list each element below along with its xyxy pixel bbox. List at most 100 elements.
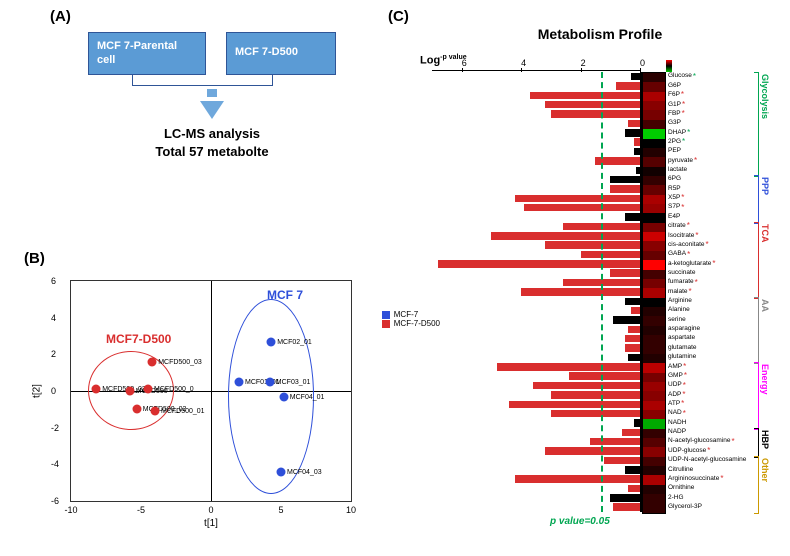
- scatter-point: [265, 377, 274, 386]
- heatmap-cell: [643, 447, 665, 456]
- scatter-point: [132, 405, 141, 414]
- heatmap-cell: [643, 288, 665, 297]
- metabolite-label: NADH: [668, 418, 758, 427]
- log-bar-row: [432, 259, 640, 268]
- heatmap-cell: [643, 475, 665, 484]
- log-bar-row: [432, 306, 640, 315]
- metabolite-label: G3P: [668, 119, 758, 128]
- scatter-point: [277, 467, 286, 476]
- log-bar-row: [432, 297, 640, 306]
- log-tick: 0: [640, 58, 645, 68]
- log-bar: [569, 372, 640, 379]
- pathway-bracket: [754, 428, 759, 458]
- log-bar-row: [432, 119, 640, 128]
- log-bar-row: [432, 362, 640, 371]
- metabolite-label: serine: [668, 315, 758, 324]
- metabolite-label: aspartate: [668, 334, 758, 343]
- metabolite-label: NADP: [668, 428, 758, 437]
- log-bar-row: [432, 194, 640, 203]
- log-bar-row: [432, 334, 640, 343]
- pvalue-dashed-line: [601, 72, 603, 512]
- heatmap-legend-icon: [666, 60, 672, 72]
- log-bar: [610, 185, 640, 192]
- x-tick: 0: [208, 505, 213, 515]
- heatmap-cell: [643, 204, 665, 213]
- metabolite-label: glutamate: [668, 343, 758, 352]
- pathway-label: Energy: [760, 364, 770, 426]
- heatmap-cell: [643, 354, 665, 363]
- metabolite-label: GABA*: [668, 250, 758, 259]
- log-bar: [545, 101, 640, 108]
- log-bar: [625, 298, 640, 305]
- log-bars: [432, 72, 640, 512]
- metabolite-label: Glycerol-3P: [668, 503, 758, 512]
- metabolite-label: ATP*: [668, 400, 758, 409]
- scatter-plot-area: t[1] t[2] -10-50510-6-4-20246MCF7-D500MC…: [70, 280, 352, 502]
- scatter-point-label: MCF02_01: [277, 339, 312, 346]
- heatmap-cell: [643, 279, 665, 288]
- heatmap-cell: [643, 213, 665, 222]
- log-bar-row: [432, 184, 640, 193]
- heatmap-cell: [643, 335, 665, 344]
- scatter-point-label: MCF04_03: [287, 469, 322, 476]
- metabolite-label: E4P: [668, 212, 758, 221]
- panel-b-label: (B): [24, 250, 45, 267]
- lcms-line1: LC-MS analysis: [62, 125, 362, 143]
- y-tick: 6: [51, 276, 56, 286]
- heatmap-cell: [643, 382, 665, 391]
- log-bar: [491, 232, 640, 239]
- heatmap-cell: [643, 457, 665, 466]
- panel-b-scatter: t[1] t[2] -10-50510-6-4-20246MCF7-D500MC…: [30, 270, 400, 538]
- x-tick: 10: [346, 505, 356, 515]
- scatter-point-label: MCF03_01: [276, 379, 311, 386]
- pathway-bracket: [754, 222, 759, 299]
- log-bar-row: [432, 128, 640, 137]
- log-bar-row: [432, 166, 640, 175]
- pvalue-threshold-text: p value=0.05: [550, 516, 610, 527]
- pathway-label: PPP: [760, 177, 770, 220]
- log-bar-row: [432, 409, 640, 418]
- scatter-point: [125, 387, 134, 396]
- heatmap-cell: [643, 494, 665, 503]
- metabolite-label: NAD*: [668, 409, 758, 418]
- log-bar-row: [432, 418, 640, 427]
- metabolite-label: FBP*: [668, 109, 758, 118]
- heatmap-cell: [643, 176, 665, 185]
- metabolite-label: Isocitrate*: [668, 231, 758, 240]
- metabolite-label: UDP-glucose*: [668, 446, 758, 455]
- y-tick: 0: [51, 386, 56, 396]
- log-bar: [628, 120, 640, 127]
- log-bar: [530, 92, 640, 99]
- heatmap-cell: [643, 419, 665, 428]
- pathway-label: HBP: [760, 430, 770, 454]
- log-bar-row: [432, 381, 640, 390]
- heatmap-cell: [643, 391, 665, 400]
- heatmap-cell: [643, 298, 665, 307]
- pathway-bracket: [754, 175, 759, 224]
- log-bar-row: [432, 428, 640, 437]
- scatter-point: [151, 407, 160, 416]
- metabolite-label: G6P: [668, 81, 758, 90]
- heatmap-cell: [643, 260, 665, 269]
- heatmap-cell: [643, 167, 665, 176]
- log-bar-row: [432, 156, 640, 165]
- x-axis-label: t[1]: [204, 518, 218, 529]
- metabolite-label: AMP*: [668, 362, 758, 371]
- heatmap-cell: [643, 466, 665, 475]
- heatmap-cell: [643, 82, 665, 91]
- heatmap-cell: [643, 373, 665, 382]
- metabolite-label: UDP-N-acetyl-glucosamine: [668, 456, 758, 465]
- metabolite-label: citrate*: [668, 222, 758, 231]
- heatmap-column: [642, 72, 666, 514]
- group-label-mcf7: MCF 7: [267, 288, 303, 302]
- scatter-point: [235, 377, 244, 386]
- heatmap-cell: [643, 92, 665, 101]
- log-bar-row: [432, 456, 640, 465]
- heatmap-cell: [643, 110, 665, 119]
- log-bar-row: [432, 315, 640, 324]
- heatmap-cell: [643, 363, 665, 372]
- log-bar-row: [432, 147, 640, 156]
- metabolite-label: R5P: [668, 184, 758, 193]
- log-bar: [631, 307, 640, 314]
- y-tick: -2: [51, 423, 59, 433]
